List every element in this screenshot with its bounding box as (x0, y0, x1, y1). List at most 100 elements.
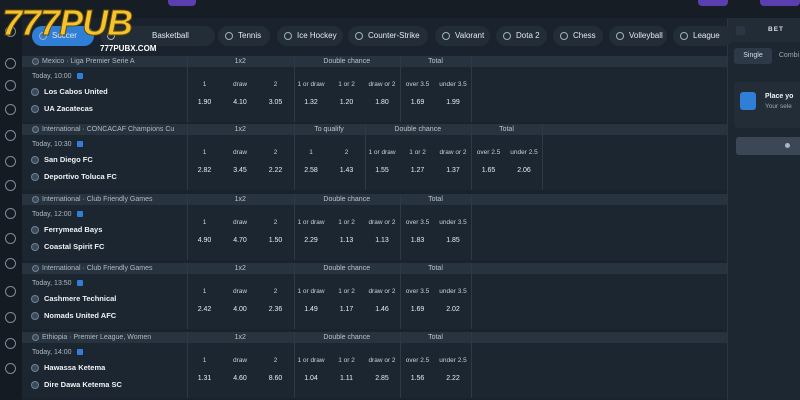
sidebar-icon[interactable] (5, 156, 16, 167)
sidebar-icon[interactable] (5, 233, 16, 244)
team-name[interactable]: Los Cabos United (44, 87, 108, 96)
odd-button[interactable]: 4.10 (233, 99, 247, 106)
team-name[interactable]: Cashmere Technical (44, 294, 117, 303)
top-button[interactable] (168, 0, 196, 6)
odd-button[interactable]: 1.99 (446, 99, 460, 106)
odd-button[interactable]: 1.04 (304, 375, 318, 382)
slip-button[interactable] (736, 137, 800, 155)
sidebar-icon[interactable] (5, 58, 16, 69)
team-icon (31, 156, 39, 164)
odd-button[interactable]: 8.60 (268, 375, 283, 382)
sidebar-icon[interactable] (5, 208, 16, 219)
odd-button[interactable]: 2.42 (197, 306, 212, 313)
sport-tab[interactable]: Basketball (100, 26, 215, 46)
team-name[interactable]: Coastal Spirit FC (44, 242, 105, 251)
outcome-label: 2 (273, 219, 278, 226)
sidebar-icon[interactable] (5, 258, 16, 269)
live-icon (77, 211, 83, 217)
market-title: Total (428, 334, 443, 341)
odd-button[interactable]: 1.11 (339, 375, 354, 382)
match-block: International · CONCACAF Champions Cu Tod… (22, 124, 727, 190)
odd-button[interactable]: 2.02 (446, 306, 460, 313)
odd-button[interactable]: 1.55 (375, 167, 389, 174)
slip-title: BET (768, 26, 784, 33)
market-title: 1x2 (234, 58, 246, 65)
odd-button[interactable]: 1.20 (339, 99, 354, 106)
team-name[interactable]: Ferrymead Bays (44, 225, 103, 234)
odd-button[interactable]: 1.56 (410, 375, 425, 382)
team-name[interactable]: Hawassa Ketema (44, 363, 106, 372)
odd-button[interactable]: 3.05 (268, 99, 283, 106)
odd-button[interactable]: 4.70 (233, 237, 247, 244)
outcome-label: 1 (202, 81, 207, 88)
sidebar-icon[interactable] (5, 104, 16, 115)
sport-tab[interactable]: Soccer (32, 26, 94, 46)
odd-button[interactable]: 1.50 (268, 237, 283, 244)
sport-tab[interactable]: Tennis (218, 26, 270, 46)
odd-button[interactable]: 3.45 (233, 167, 247, 174)
odd-button[interactable]: 1.69 (410, 99, 425, 106)
market-title: Total (428, 196, 443, 203)
sidebar-icon[interactable] (5, 338, 16, 349)
outcome-label: draw (232, 219, 248, 226)
slip-toggle[interactable] (736, 26, 745, 35)
odd-button[interactable]: 2.58 (304, 167, 318, 174)
sidebar-icon[interactable] (5, 180, 16, 191)
sport-tab[interactable]: Volleyball (609, 26, 667, 46)
team-name[interactable]: Deportivo Toluca FC (44, 172, 117, 181)
sidebar-icon[interactable] (5, 286, 16, 297)
odd-button[interactable]: 4.90 (197, 237, 212, 244)
odd-button[interactable]: 1.49 (304, 306, 318, 313)
sidebar-icon[interactable] (5, 130, 16, 141)
sport-tab[interactable]: Valorant (435, 26, 490, 46)
odd-button[interactable]: 2.22 (446, 375, 460, 382)
odd-button[interactable]: 1.32 (304, 99, 318, 106)
top-button[interactable] (760, 0, 800, 6)
odd-button[interactable]: 2.85 (375, 375, 389, 382)
odd-button[interactable]: 1.17 (339, 306, 354, 313)
team-name[interactable]: San Diego FC (44, 155, 93, 164)
odd-button[interactable]: 1.69 (410, 306, 425, 313)
odd-button[interactable]: 4.60 (233, 375, 247, 382)
odd-button[interactable]: 1.46 (375, 306, 389, 313)
sidebar-icon[interactable] (5, 26, 16, 37)
outcome-label: over 3.5 (405, 219, 430, 226)
sidebar-icon[interactable] (5, 312, 16, 323)
league-icon (32, 58, 39, 65)
top-button[interactable] (698, 0, 728, 6)
odd-button[interactable]: 1.80 (375, 99, 389, 106)
sport-tab[interactable]: Dota 2 (496, 26, 547, 46)
slip-tab[interactable]: Combi (778, 52, 800, 59)
odd-button[interactable]: 1.31 (197, 375, 212, 382)
odd-button[interactable]: 1.13 (339, 237, 354, 244)
outcome-label: draw (232, 288, 248, 295)
odd-button[interactable]: 1.90 (197, 99, 212, 106)
team-name[interactable]: Dire Dawa Ketema SC (44, 380, 122, 389)
odd-button[interactable]: 1.43 (339, 167, 354, 174)
odd-button[interactable]: 1.85 (446, 237, 460, 244)
odd-button[interactable]: 1.83 (410, 237, 425, 244)
odd-button[interactable]: 1.13 (375, 237, 389, 244)
odd-button[interactable]: 1.37 (446, 167, 460, 174)
odd-button[interactable]: 4.00 (233, 306, 247, 313)
odd-button[interactable]: 1.27 (410, 167, 425, 174)
slip-tab[interactable]: Single (734, 48, 772, 64)
odd-button[interactable]: 2.29 (304, 237, 318, 244)
sport-tab[interactable]: Counter-Strike (348, 26, 428, 46)
outcome-label: under 3.5 (439, 288, 467, 295)
odd-button[interactable]: 2.06 (517, 167, 531, 174)
team-name[interactable]: UA Zacatecas (44, 104, 93, 113)
team-name[interactable]: Nomads United AFC (44, 311, 117, 320)
odd-button[interactable]: 2.22 (268, 167, 283, 174)
outcome-label: draw (232, 81, 248, 88)
sidebar-icon[interactable] (5, 363, 16, 374)
sidebar-icon[interactable] (5, 80, 16, 91)
odd-button[interactable]: 2.36 (268, 306, 283, 313)
odd-button[interactable]: 2.82 (197, 167, 212, 174)
sport-tab[interactable]: League (673, 26, 733, 46)
odd-button[interactable]: 1.65 (481, 167, 496, 174)
sport-tab[interactable]: Ice Hockey (277, 26, 343, 46)
sport-tab[interactable]: Chess (553, 26, 603, 46)
team-icon (31, 226, 39, 234)
